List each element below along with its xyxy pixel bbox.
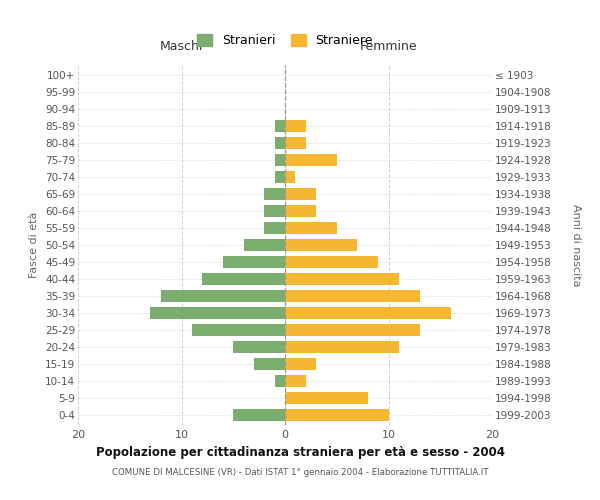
Bar bbox=[275, 374, 285, 387]
Text: Popolazione per cittadinanza straniera per età e sesso - 2004: Popolazione per cittadinanza straniera p… bbox=[95, 446, 505, 459]
Bar bbox=[285, 273, 399, 285]
Bar bbox=[151, 307, 285, 319]
Y-axis label: Anni di nascita: Anni di nascita bbox=[571, 204, 581, 286]
Bar bbox=[285, 188, 316, 200]
Bar bbox=[265, 188, 285, 200]
Bar bbox=[275, 120, 285, 132]
Bar bbox=[285, 239, 358, 251]
Bar bbox=[285, 222, 337, 234]
Bar bbox=[233, 408, 285, 421]
Text: Femmine: Femmine bbox=[359, 40, 418, 53]
Bar bbox=[265, 222, 285, 234]
Bar bbox=[233, 341, 285, 353]
Bar bbox=[244, 239, 285, 251]
Text: COMUNE DI MALCESINE (VR) - Dati ISTAT 1° gennaio 2004 - Elaborazione TUTTITALIA.: COMUNE DI MALCESINE (VR) - Dati ISTAT 1°… bbox=[112, 468, 488, 477]
Bar bbox=[285, 205, 316, 217]
Bar bbox=[192, 324, 285, 336]
Bar bbox=[285, 137, 306, 149]
Bar bbox=[161, 290, 285, 302]
Bar bbox=[275, 171, 285, 183]
Bar bbox=[285, 408, 389, 421]
Bar bbox=[285, 307, 451, 319]
Bar bbox=[285, 154, 337, 166]
Bar bbox=[285, 374, 306, 387]
Bar bbox=[202, 273, 285, 285]
Bar bbox=[223, 256, 285, 268]
Legend: Stranieri, Straniere: Stranieri, Straniere bbox=[191, 28, 379, 54]
Text: Maschi: Maschi bbox=[160, 40, 203, 53]
Bar bbox=[265, 205, 285, 217]
Bar bbox=[285, 324, 419, 336]
Bar bbox=[285, 171, 295, 183]
Bar bbox=[254, 358, 285, 370]
Y-axis label: Fasce di età: Fasce di età bbox=[29, 212, 40, 278]
Bar bbox=[285, 392, 368, 404]
Bar bbox=[285, 341, 399, 353]
Bar bbox=[285, 256, 378, 268]
Bar bbox=[275, 137, 285, 149]
Bar bbox=[285, 120, 306, 132]
Bar bbox=[285, 290, 419, 302]
Bar bbox=[285, 358, 316, 370]
Bar bbox=[275, 154, 285, 166]
